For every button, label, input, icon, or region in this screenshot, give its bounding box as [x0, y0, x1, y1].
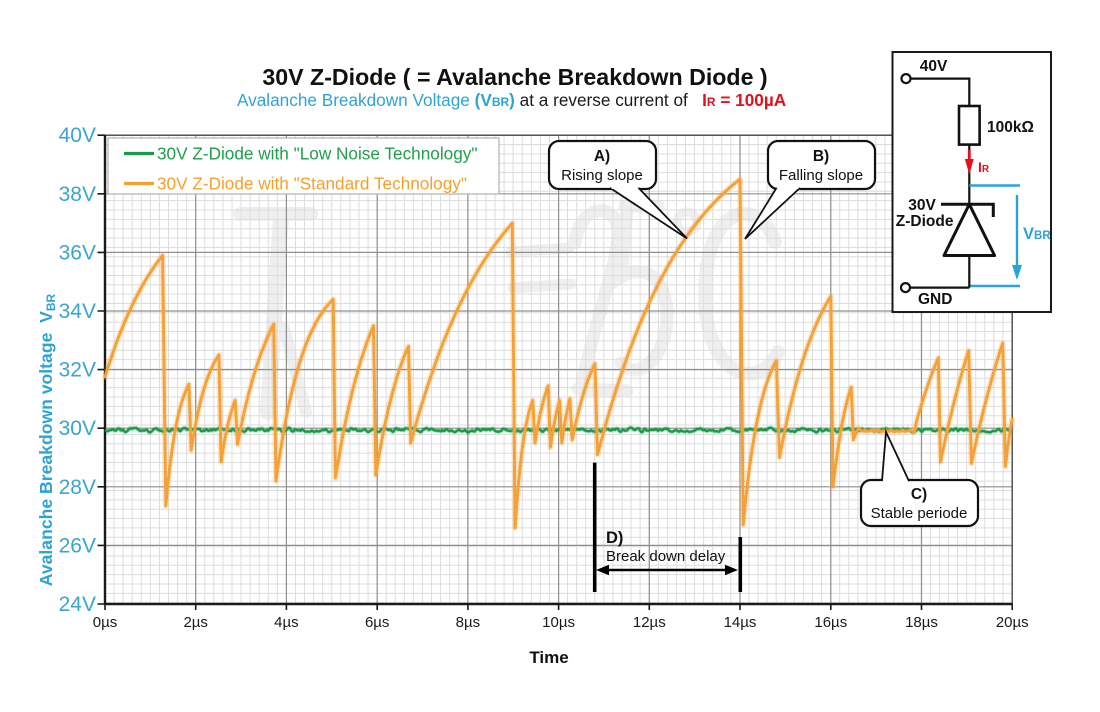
svg-text:10µs: 10µs — [542, 614, 575, 631]
svg-text:8µs: 8µs — [456, 614, 481, 631]
svg-text:36V: 36V — [59, 241, 96, 264]
svg-text:Stable periode: Stable periode — [871, 505, 968, 522]
svg-text:32V: 32V — [59, 359, 96, 382]
svg-text:34V: 34V — [59, 300, 96, 323]
svg-text:Z-Diode: Z-Diode — [896, 213, 954, 230]
svg-text:18µs: 18µs — [905, 614, 938, 631]
svg-text:D): D) — [606, 529, 623, 547]
svg-text:16µs: 16µs — [814, 614, 847, 631]
svg-text:6µs: 6µs — [365, 614, 390, 631]
svg-text:2µs: 2µs — [183, 614, 208, 631]
svg-text:26V: 26V — [59, 534, 96, 557]
svg-text:VBR: VBR — [1023, 225, 1051, 243]
svg-text:28V: 28V — [59, 476, 96, 499]
svg-text:Time: Time — [529, 648, 568, 667]
svg-text:Avalanche Breakdown Voltage (V: Avalanche Breakdown Voltage (VBR) at a r… — [237, 90, 786, 110]
svg-text:24V: 24V — [59, 593, 96, 616]
svg-text:4µs: 4µs — [274, 614, 299, 631]
svg-text:30V Z-Diode ( = Avalanche Brea: 30V Z-Diode ( = Avalanche Breakdown Diod… — [262, 64, 767, 90]
svg-text:B): B) — [813, 148, 829, 165]
svg-text:C): C) — [911, 486, 927, 503]
svg-text:Rising slope: Rising slope — [561, 167, 643, 184]
svg-text:20µs: 20µs — [996, 614, 1029, 631]
svg-text:GND: GND — [918, 291, 952, 308]
svg-text:30V: 30V — [908, 197, 936, 214]
svg-text:30V Z-Diode with "Standard Tec: 30V Z-Diode with "Standard Technology" — [157, 174, 467, 194]
svg-text:Falling slope: Falling slope — [779, 167, 863, 184]
svg-text:Break down delay: Break down delay — [606, 548, 726, 565]
svg-text:A): A) — [594, 148, 610, 165]
svg-text:14µs: 14µs — [724, 614, 757, 631]
svg-text:38V: 38V — [59, 183, 96, 206]
svg-text:12µs: 12µs — [633, 614, 666, 631]
svg-text:40V: 40V — [920, 58, 948, 75]
svg-text:Avalanche Breakdown voltage V: Avalanche Breakdown voltage VBR — [36, 293, 58, 586]
svg-text:30V: 30V — [59, 417, 96, 440]
svg-text:0µs: 0µs — [93, 614, 118, 631]
svg-text:40V: 40V — [59, 124, 96, 147]
svg-text:100kΩ: 100kΩ — [987, 119, 1034, 136]
svg-text:30V Z-Diode with "Low Noise Te: 30V Z-Diode with "Low Noise Technology" — [157, 144, 477, 164]
svg-text:IR: IR — [978, 159, 990, 175]
